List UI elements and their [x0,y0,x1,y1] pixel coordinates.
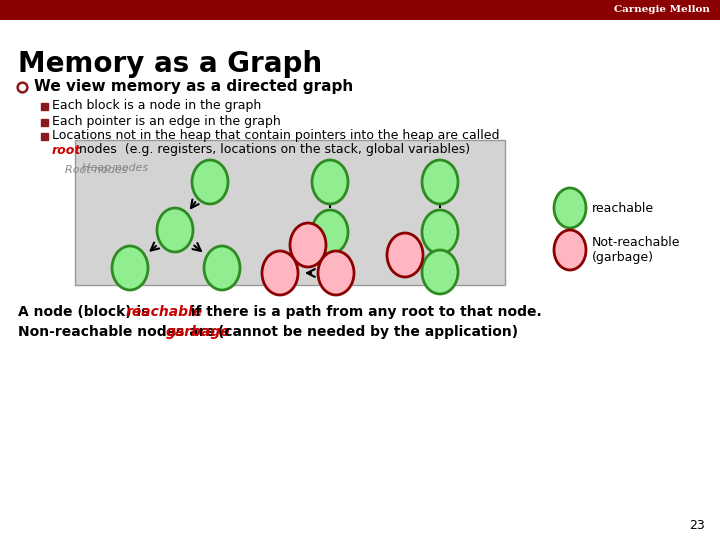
Ellipse shape [422,210,458,254]
Text: Each block is a node in the graph: Each block is a node in the graph [52,99,261,112]
Text: reachable: reachable [126,305,203,319]
Bar [41,118,48,125]
Text: (cannot be needed by the application): (cannot be needed by the application) [213,325,518,339]
Ellipse shape [554,230,586,270]
Ellipse shape [318,251,354,295]
Ellipse shape [387,233,423,277]
Text: garbage: garbage [166,325,230,339]
Ellipse shape [312,210,348,254]
Bar [75,140,505,285]
Ellipse shape [422,250,458,294]
Text: 23: 23 [689,519,705,532]
Bar [41,133,48,140]
Ellipse shape [422,160,458,204]
Ellipse shape [192,160,228,204]
Text: Locations not in the heap that contain pointers into the heap are called: Locations not in the heap that contain p… [52,130,500,143]
Ellipse shape [262,251,298,295]
Text: Heap nodes: Heap nodes [82,163,148,173]
Text: We view memory as a directed graph: We view memory as a directed graph [34,79,354,94]
Ellipse shape [312,160,348,204]
Ellipse shape [290,223,326,267]
Text: A node (block) is: A node (block) is [18,305,154,319]
Ellipse shape [112,246,148,290]
Text: if there is a path from any root to that node.: if there is a path from any root to that… [181,305,541,319]
Text: Each pointer is an edge in the graph: Each pointer is an edge in the graph [52,116,281,129]
Bar [0,0,720,20]
Text: Memory as a Graph: Memory as a Graph [18,50,322,78]
Text: Root nodes: Root nodes [65,165,127,175]
Bar [41,103,48,110]
Ellipse shape [554,188,586,228]
Text: Not-reachable
(garbage): Not-reachable (garbage) [592,236,680,264]
Text: Non-reachable nodes are: Non-reachable nodes are [18,325,220,339]
Text: Carnegie Mellon: Carnegie Mellon [614,5,710,15]
Text: reachable: reachable [592,201,654,214]
Ellipse shape [157,208,193,252]
Ellipse shape [204,246,240,290]
Text: nodes  (e.g. registers, locations on the stack, global variables): nodes (e.g. registers, locations on the … [75,144,470,157]
Text: root: root [52,144,81,157]
